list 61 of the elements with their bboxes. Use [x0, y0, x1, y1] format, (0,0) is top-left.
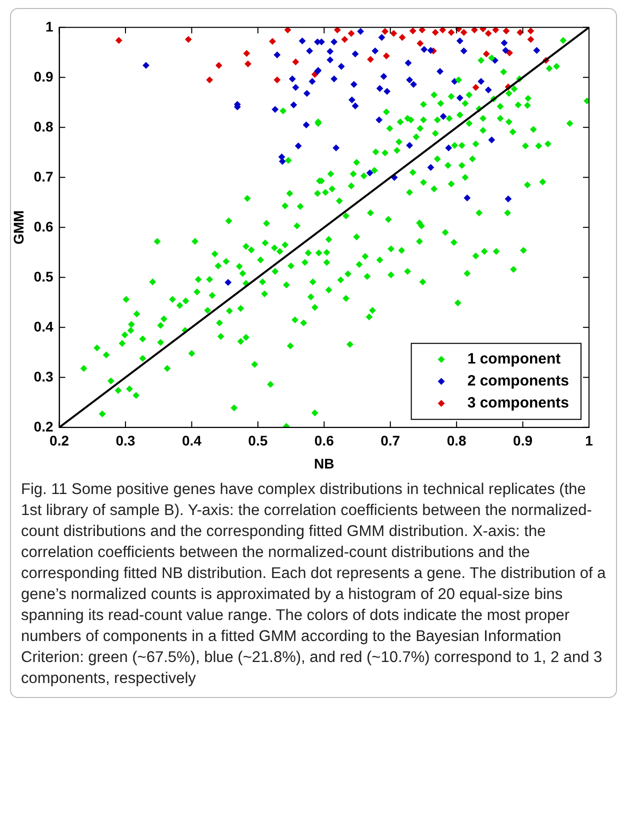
x-tick-label: 0.5	[248, 432, 268, 449]
point	[470, 27, 478, 34]
point	[243, 50, 250, 57]
point	[215, 62, 222, 69]
x-tick-label: 0.2	[50, 432, 70, 449]
point	[409, 27, 416, 34]
point	[367, 56, 374, 63]
y-tick-label: 0.2	[34, 418, 54, 434]
y-axis-title: GMM	[10, 210, 26, 245]
x-tick-label: 1	[585, 432, 594, 449]
x-tick-label: 0.6	[314, 432, 334, 449]
point	[334, 27, 341, 34]
point	[516, 28, 524, 36]
point	[455, 27, 462, 32]
point	[439, 27, 446, 34]
y-tick-label: 0.7	[34, 168, 54, 184]
point	[484, 30, 492, 37]
point	[206, 76, 214, 84]
y-tick-label: 0.8	[34, 118, 54, 134]
point	[382, 52, 390, 60]
point	[348, 30, 355, 37]
x-tick-label: 0.3	[116, 432, 136, 449]
point	[418, 27, 426, 34]
point	[269, 38, 276, 45]
x-tick-label: 0.9	[513, 432, 533, 449]
point	[274, 76, 281, 84]
text: Fig. 11 Some positive genes have complex distributions in technical replicates (the 1st library of sample B). Y-axis: the correlation coefficients between the normalized-count distributions and the corresponding fitted GMM distribution. X-axis: the correlation coefficients between the normalized-count distributions and the corresponding fitted NB distribution. Each dot represents a gene. The distribution of a gene’s normalized counts is approximated by a histogram of 20 equal-size bins spanning its read-count value range. The colors of dots indicate the most proper numbers of components in a fitted GMM according to the Bayesian Information Criterion: green (~67.5%), blue (~21.8%), and red (~10.7%) correspond to 1, 2 and 3 components, respectively	[21, 481, 606, 687]
y-tick-label: 0.6	[34, 218, 54, 234]
point	[292, 58, 300, 66]
point	[502, 27, 510, 34]
point	[432, 28, 439, 36]
point	[527, 36, 534, 43]
point	[448, 28, 455, 36]
x-tick-label: 0.8	[446, 432, 467, 449]
point	[482, 50, 490, 58]
y-tick-label: 1	[45, 18, 54, 34]
point	[284, 27, 292, 34]
point	[184, 36, 192, 43]
point	[398, 34, 406, 41]
point	[492, 27, 500, 34]
point	[527, 27, 534, 34]
point	[506, 49, 513, 56]
x-axis-title: NB	[314, 455, 334, 472]
y-tick-label: 0.5	[34, 268, 54, 284]
legend-label: 1 component	[467, 350, 561, 368]
legend-label: 2 components	[467, 372, 570, 390]
point	[472, 84, 480, 91]
x-tick-label: 0.4	[182, 432, 202, 449]
point	[480, 27, 487, 32]
y-tick-label: 0.4	[34, 318, 54, 334]
point	[244, 60, 252, 68]
point	[382, 28, 388, 35]
point	[115, 36, 122, 44]
point	[341, 36, 348, 43]
y-tick-label: 0.3	[34, 368, 54, 384]
point	[416, 40, 424, 47]
point	[460, 28, 468, 36]
point	[390, 30, 398, 37]
x-tick-label: 0.7	[380, 432, 400, 449]
legend-label: 3 components	[467, 394, 570, 412]
y-tick-label: 0.9	[34, 68, 54, 84]
